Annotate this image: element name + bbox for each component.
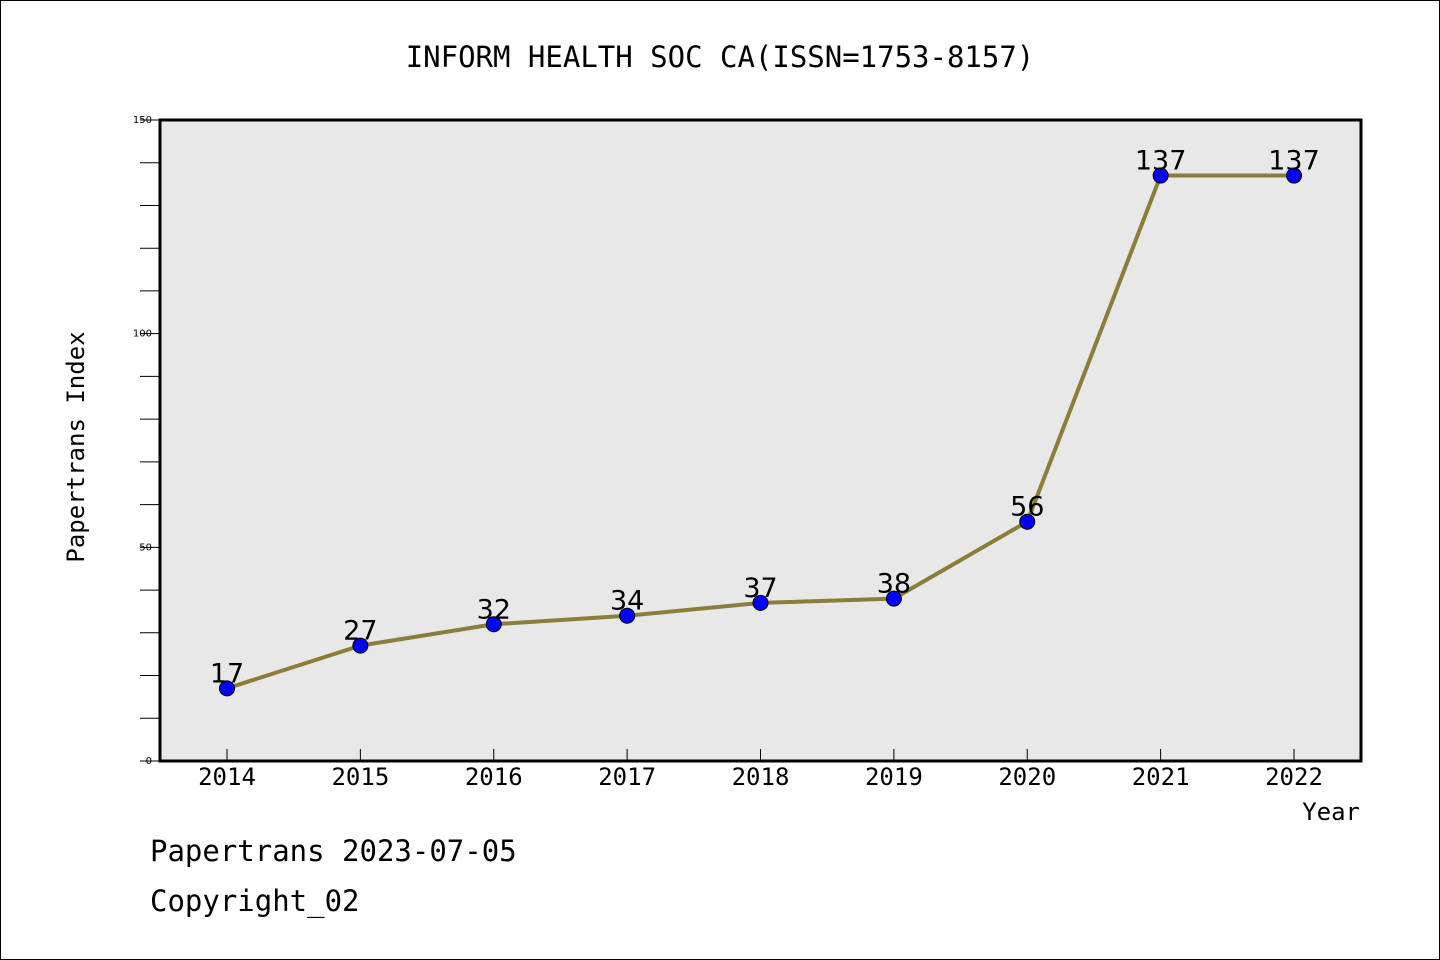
x-axis: 2014 2015 2016 2017 2018 2019 2020 2021 2022 (198, 749, 1323, 791)
y-tick-label: 50 (139, 542, 152, 553)
series-group: 17 27 32 34 37 38 56 137 137 (210, 146, 1320, 697)
footer-date: Papertrans 2023-07-05 (150, 834, 517, 868)
data-label: 27 (343, 616, 377, 647)
x-tick-label: 2015 (331, 763, 389, 791)
data-point (885, 590, 902, 607)
data-point (1019, 513, 1036, 530)
data-label: 32 (477, 594, 511, 625)
data-point (619, 607, 636, 624)
x-tick-label: 2014 (198, 763, 256, 791)
chart-title: INFORM HEALTH SOC CA(ISSN=1753-8157) (406, 40, 1035, 74)
y-tick-label: 150 (133, 115, 152, 126)
data-label: 38 (877, 569, 911, 600)
y-axis: 0 50 100 150 (133, 115, 160, 767)
data-label: 56 (1010, 492, 1044, 523)
y-tick-label: 0 (146, 756, 152, 767)
plot-area (158, 118, 1363, 763)
x-axis-label: Year (1302, 798, 1360, 826)
data-label: 34 (610, 586, 644, 617)
data-label: 17 (210, 658, 244, 689)
x-tick-label: 2019 (865, 763, 923, 791)
data-point (1152, 167, 1169, 184)
data-point (352, 637, 369, 654)
data-point (1286, 167, 1302, 184)
x-tick-label: 2020 (998, 763, 1056, 791)
data-label: 137 (1135, 146, 1187, 177)
data-point (485, 616, 502, 633)
y-tick-label: 100 (133, 329, 152, 340)
x-tick-label: 2016 (465, 763, 523, 791)
x-tick-label: 2018 (732, 763, 790, 791)
x-tick-label: 2022 (1265, 763, 1323, 791)
x-tick-label: 2021 (1132, 763, 1190, 791)
x-tick-label: 2017 (598, 763, 656, 791)
y-axis-label: Papertrans Index (62, 331, 90, 562)
data-label: 137 (1268, 146, 1320, 177)
footer-copyright: Copyright_02 (150, 884, 360, 918)
data-point (219, 680, 235, 697)
data-point (752, 594, 769, 611)
data-label: 37 (743, 573, 777, 604)
